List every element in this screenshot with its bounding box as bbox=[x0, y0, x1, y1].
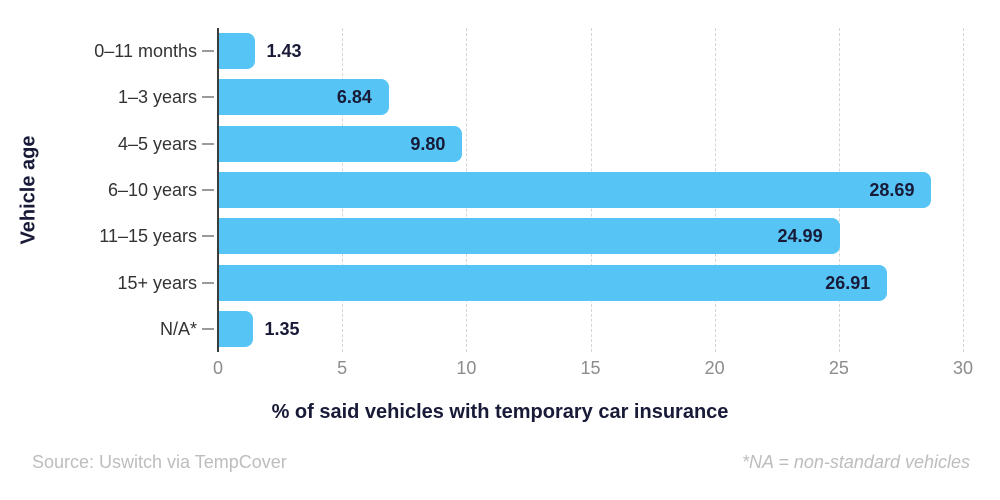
source-note: Source: Uswitch via TempCover bbox=[32, 452, 287, 472]
category-label: 15+ years bbox=[117, 272, 197, 293]
x-tick-label: 5 bbox=[337, 358, 348, 378]
bar-value-label: 6.84 bbox=[336, 87, 372, 108]
x-tick-label: 0 bbox=[212, 358, 223, 378]
y-tick-mark bbox=[202, 189, 214, 191]
bar bbox=[219, 310, 253, 347]
bar bbox=[219, 125, 463, 162]
bar-value-label: 1.43 bbox=[266, 41, 302, 62]
bar bbox=[219, 79, 389, 116]
y-tick-mark bbox=[202, 235, 214, 238]
category-label: 0–11 months bbox=[94, 41, 197, 62]
x-axis-title: % of said vehicles with temporary car in… bbox=[271, 401, 729, 423]
x-tick-label: 15 bbox=[580, 358, 601, 378]
x-tick-label: 25 bbox=[828, 358, 849, 378]
gridline bbox=[963, 28, 964, 352]
y-tick-mark bbox=[202, 96, 214, 99]
na-note: *NA = non-standard vehicles bbox=[742, 452, 970, 472]
y-tick-mark bbox=[202, 142, 214, 145]
bar-value-label: 1.35 bbox=[264, 318, 300, 339]
category-label: N/A* bbox=[159, 318, 197, 339]
bar bbox=[219, 172, 932, 208]
bar-value-label: 9.80 bbox=[410, 133, 446, 154]
bar-value-label: 24.99 bbox=[777, 226, 823, 247]
y-tick-mark bbox=[202, 50, 214, 53]
bar bbox=[219, 264, 888, 301]
bar-value-label: 26.91 bbox=[825, 272, 871, 293]
x-tick-label: 20 bbox=[704, 358, 725, 378]
category-label: 11–15 years bbox=[99, 226, 197, 247]
y-axis-line bbox=[217, 28, 219, 352]
plot-area: 1.43 6.84 9.80 28.69 24.99 26.91 1.35 bbox=[217, 28, 964, 352]
y-tick-mark bbox=[202, 327, 214, 330]
bar bbox=[219, 33, 255, 70]
bar bbox=[219, 218, 840, 255]
category-label: 4–5 years bbox=[117, 133, 197, 154]
bar-value-label: 28.69 bbox=[869, 180, 915, 200]
footer: Source: Uswitch via TempCover *NA = non-… bbox=[32, 452, 970, 473]
x-tick-label: 30 bbox=[952, 358, 974, 378]
y-tick-mark bbox=[202, 281, 214, 284]
category-label: 1–3 years bbox=[117, 87, 197, 108]
x-tick-label: 10 bbox=[456, 358, 477, 378]
category-label: 6–10 years bbox=[107, 180, 197, 200]
